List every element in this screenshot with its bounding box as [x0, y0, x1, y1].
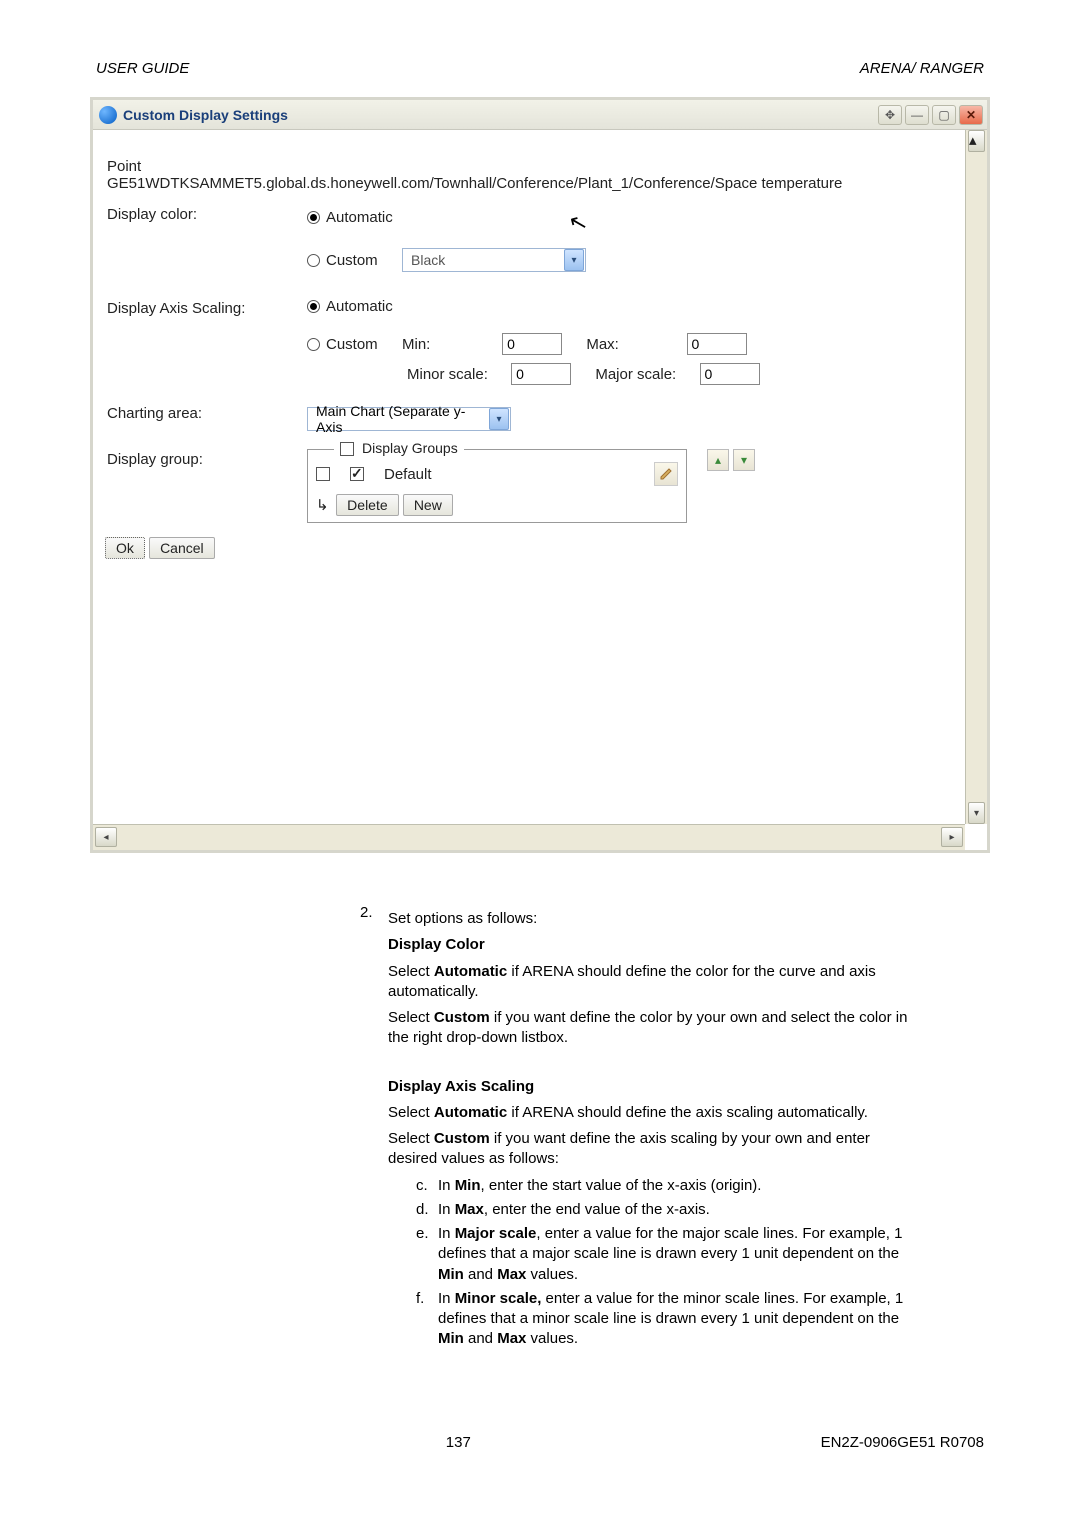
header-right: ARENA/ RANGER	[860, 60, 984, 77]
groups-legend: Display Groups	[362, 440, 458, 456]
step-number: 2.	[360, 903, 388, 1354]
titlebar-pin-button[interactable]: ✥	[878, 105, 902, 125]
ok-button[interactable]: Ok	[105, 537, 145, 559]
color-automatic-radio[interactable]: Automatic ↖	[307, 204, 955, 230]
cancel-button[interactable]: Cancel	[149, 537, 215, 559]
reply-arrow-icon: ↳	[316, 496, 332, 514]
step-intro: Set options as follows:	[388, 909, 910, 929]
point-label: Point	[107, 158, 955, 175]
delete-button[interactable]: Delete	[336, 494, 398, 516]
app-icon	[99, 106, 117, 124]
scroll-right-icon[interactable]: ▸	[941, 827, 963, 847]
axis-custom-radio[interactable]: Custom Min: 0 Max: 0	[307, 333, 955, 355]
color-combo[interactable]: Black ▾	[402, 248, 586, 272]
scroll-left-icon[interactable]: ◂	[95, 827, 117, 847]
axis-scaling-label: Display Axis Scaling:	[107, 298, 307, 317]
color-custom-label: Custom	[326, 252, 396, 269]
heading-axis-scaling: Display Axis Scaling	[388, 1078, 534, 1095]
charting-area-label: Charting area:	[107, 403, 307, 422]
axis-automatic-label: Automatic	[326, 298, 393, 315]
titlebar-maximize-button[interactable]: ▢	[932, 105, 956, 125]
doc-body: 2. Set options as follows: Display Color…	[360, 903, 910, 1354]
groups-header-checkbox[interactable]	[340, 442, 354, 456]
titlebar-close-button[interactable]: ✕	[959, 105, 983, 125]
min-label: Min:	[402, 336, 492, 353]
chevron-down-icon[interactable]: ▾	[489, 408, 509, 430]
scroll-thumb[interactable]: ▴	[968, 130, 985, 152]
color-combo-value: Black	[403, 252, 563, 268]
heading-display-color: Display Color	[388, 936, 485, 953]
new-button[interactable]: New	[403, 494, 453, 516]
minor-label: Minor scale:	[407, 366, 501, 383]
display-color-label: Display color:	[107, 204, 307, 223]
dialog-title: Custom Display Settings	[123, 107, 878, 123]
max-label: Max:	[586, 336, 676, 353]
group-default-label: Default	[384, 466, 634, 483]
display-group-label: Display group:	[107, 449, 307, 468]
charting-combo[interactable]: Main Chart (Separate y-Axis ▾	[307, 407, 511, 431]
scroll-down-icon[interactable]: ▾	[968, 802, 985, 824]
horizontal-scrollbar[interactable]: ◂ ▸	[93, 824, 965, 850]
major-input[interactable]: 0	[700, 363, 760, 385]
axis-custom-label: Custom	[326, 336, 396, 353]
titlebar: Custom Display Settings ✥ — ▢ ✕	[93, 100, 987, 130]
chevron-down-icon[interactable]: ▾	[564, 249, 584, 271]
display-groups-fieldset: Display Groups Default ↳	[307, 449, 687, 523]
doc-id: EN2Z-0906GE51 R0708	[821, 1434, 984, 1451]
axis-automatic-radio[interactable]: Automatic	[307, 298, 955, 315]
major-label: Major scale:	[595, 366, 689, 383]
dialog-window: Custom Display Settings ✥ — ▢ ✕ Point GE…	[90, 97, 990, 853]
charting-combo-value: Main Chart (Separate y-Axis	[308, 403, 488, 435]
vertical-scrollbar[interactable]: ▴ ▾	[965, 130, 987, 824]
move-down-button[interactable]: ▾	[733, 449, 755, 471]
max-input[interactable]: 0	[687, 333, 747, 355]
cursor-icon: ↖	[566, 208, 591, 238]
header-left: USER GUIDE	[96, 60, 189, 77]
point-path: GE51WDTKSAMMET5.global.ds.honeywell.com/…	[107, 175, 955, 192]
page-number: 137	[446, 1434, 471, 1451]
titlebar-minimize-button[interactable]: —	[905, 105, 929, 125]
pencil-icon[interactable]	[654, 462, 678, 486]
group-default-checkbox[interactable]	[350, 467, 364, 481]
color-automatic-label: Automatic	[326, 209, 393, 226]
move-up-button[interactable]: ▴	[707, 449, 729, 471]
color-custom-radio[interactable]: Custom Black ▾	[307, 248, 955, 272]
min-input[interactable]: 0	[502, 333, 562, 355]
minor-input[interactable]: 0	[511, 363, 571, 385]
group-row-checkbox[interactable]	[316, 467, 330, 481]
